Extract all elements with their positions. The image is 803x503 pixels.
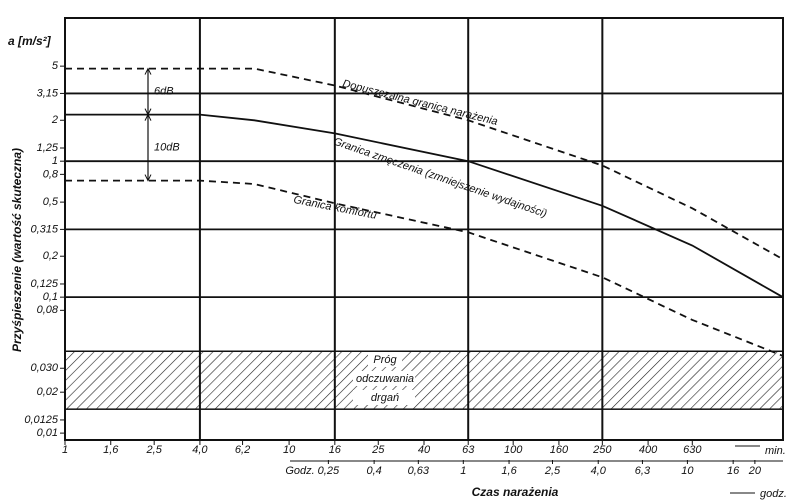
x2-tick-label: 16 <box>727 465 740 477</box>
y-tick-label: 3,15 <box>37 87 59 99</box>
y-tick-label: 0,030 <box>30 362 58 374</box>
x2-tick-label: 1 <box>460 465 466 477</box>
y-tick-label: 0,0125 <box>24 414 59 426</box>
arrow-head <box>144 67 152 75</box>
band-label-bg <box>368 352 402 367</box>
y-tick-label: 0,01 <box>37 427 58 439</box>
x-tick-label: 160 <box>550 444 569 456</box>
x-tick-label: 6,2 <box>235 444 250 456</box>
x-label: Czas narażenia <box>472 485 559 499</box>
x-tick-label: 25 <box>371 444 385 456</box>
x-tick-label: 400 <box>639 444 658 456</box>
x-unit: min. <box>765 445 786 457</box>
series-label: Dopuszczalna granica narażenia <box>341 78 499 128</box>
x-tick-label: 40 <box>418 444 431 456</box>
y-unit: a [m/s²] <box>8 34 52 48</box>
y-tick-label: 0,08 <box>37 304 59 316</box>
x2-tick-label: 20 <box>748 465 762 477</box>
band-label: Próg <box>373 354 397 366</box>
y-tick-label: 1 <box>52 155 58 167</box>
x2-tick-label: 0,4 <box>366 465 381 477</box>
arrow-head <box>144 174 152 182</box>
x-tick-label: 100 <box>504 444 523 456</box>
x2-tick-label: 6,3 <box>635 465 651 477</box>
band-label: drgań <box>371 392 399 404</box>
annotation: 6dB <box>154 85 174 97</box>
y-tick-label: 0,8 <box>43 168 59 180</box>
x2-tick-label: 10 <box>681 465 694 477</box>
band-label-bg <box>353 390 415 405</box>
x-tick-label: 63 <box>462 444 475 456</box>
x-tick-label: 2,5 <box>146 444 163 456</box>
x2-prefix: Godz. <box>285 465 314 477</box>
y-label: Przyśpieszenie (wartość skuteczna) <box>10 148 24 352</box>
x-tick-label: 1,6 <box>103 444 119 456</box>
x2-unit: godz. <box>760 488 787 500</box>
x-tick-label: 630 <box>683 444 702 456</box>
band-label: odczuwania <box>356 373 414 385</box>
x-tick-label: 10 <box>283 444 296 456</box>
y-tick-label: 0,2 <box>43 250 58 262</box>
annotation: 10dB <box>154 142 180 154</box>
x2-tick-label: 4,0 <box>591 465 607 477</box>
y-tick-label: 0,315 <box>30 223 58 235</box>
x-tick-label: 1 <box>62 444 68 456</box>
y-tick-label: 0,125 <box>30 278 58 290</box>
x-tick-label: 250 <box>592 444 612 456</box>
y-tick-label: 1,25 <box>37 142 59 154</box>
x-tick-label: 4,0 <box>192 444 208 456</box>
x-tick-label: 16 <box>329 444 342 456</box>
x2-tick-label: 0,63 <box>408 465 430 477</box>
series-line <box>65 113 784 298</box>
band <box>64 350 784 410</box>
y-tick-label: 0,5 <box>43 196 59 208</box>
x2-tick-label: 0,25 <box>318 465 340 477</box>
series-line <box>65 179 784 357</box>
band-label-bg <box>353 371 415 386</box>
arrow-head <box>144 113 152 121</box>
y-tick-label: 0,1 <box>43 291 58 303</box>
y-tick-label: 0,02 <box>37 386 58 398</box>
x2-tick-label: 1,6 <box>501 465 517 477</box>
x2-tick-label: 2,5 <box>544 465 561 477</box>
series-line <box>65 67 784 261</box>
y-tick-label: 5 <box>52 60 59 72</box>
y-tick-label: 2 <box>51 114 58 126</box>
